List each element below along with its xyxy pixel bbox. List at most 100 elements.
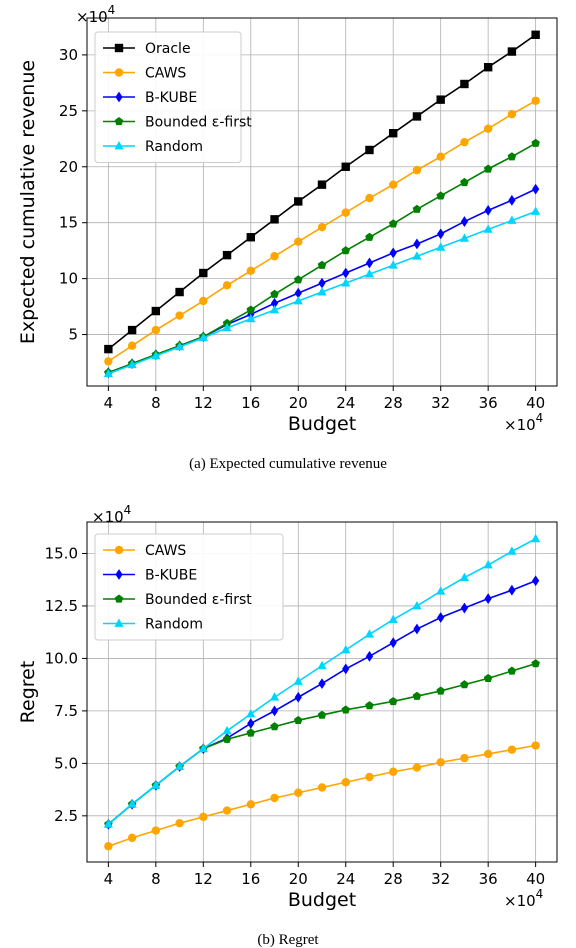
data-point xyxy=(412,600,422,610)
data-point xyxy=(269,304,280,314)
legend-label: Random xyxy=(145,139,203,155)
data-point xyxy=(270,722,279,731)
data-point xyxy=(270,289,279,298)
data-point xyxy=(412,165,422,175)
y-tick-label: 30 xyxy=(59,46,78,64)
x-axis-multiplier: ×104 xyxy=(504,887,543,910)
data-point xyxy=(269,692,280,701)
legend: Oracle CAWS B-KUBE Bounded ε-first Random xyxy=(94,31,252,163)
legend-marker xyxy=(115,91,123,103)
data-point xyxy=(151,306,161,316)
data-point xyxy=(341,778,350,787)
legend-label: Oracle xyxy=(145,41,191,57)
data-point xyxy=(342,267,350,279)
data-point xyxy=(483,224,493,233)
data-point xyxy=(151,350,161,360)
data-point xyxy=(532,183,540,195)
x-axis-label: Budget xyxy=(288,889,356,911)
legend-label: Random xyxy=(145,617,203,633)
y-tick-label: 10.0 xyxy=(45,649,78,667)
x-tick-label: 16 xyxy=(241,870,260,888)
data-point xyxy=(412,112,422,121)
data-point xyxy=(483,749,493,759)
data-point xyxy=(270,297,279,309)
data-point xyxy=(103,368,113,378)
data-point xyxy=(151,826,161,835)
data-point xyxy=(483,124,493,133)
data-point xyxy=(388,219,398,228)
y-axis-multiplier: ×104 xyxy=(76,3,115,26)
data-point xyxy=(507,47,517,56)
legend-label: Bounded ε-first xyxy=(145,592,252,608)
data-point xyxy=(412,763,422,772)
data-point xyxy=(365,650,374,662)
data-point xyxy=(127,833,137,843)
data-point xyxy=(460,79,469,89)
data-point xyxy=(507,152,517,161)
series-random xyxy=(103,206,541,378)
data-point xyxy=(389,637,397,649)
y-tick-label: 2.5 xyxy=(54,807,78,825)
data-point xyxy=(341,645,351,654)
data-point xyxy=(365,257,374,269)
data-point xyxy=(365,193,374,203)
y-axis-label: Regret xyxy=(17,661,39,724)
data-point xyxy=(436,95,445,104)
data-point xyxy=(389,129,398,138)
data-point xyxy=(412,691,422,700)
data-point xyxy=(104,842,113,851)
series-oracle xyxy=(104,30,540,354)
legend-label: Bounded ε-first xyxy=(145,115,252,131)
data-point xyxy=(293,295,303,305)
x-tick-label: 36 xyxy=(479,870,498,888)
y-tick-label: 5 xyxy=(68,326,78,344)
data-point xyxy=(531,659,540,668)
x-tick-label: 36 xyxy=(479,394,498,412)
data-point xyxy=(341,246,351,255)
series-line xyxy=(108,744,536,848)
data-point xyxy=(294,691,302,703)
y-axis-multiplier-base: ×10 xyxy=(76,8,108,26)
data-point xyxy=(389,247,397,259)
data-point xyxy=(104,344,113,354)
data-point xyxy=(222,725,232,735)
data-point xyxy=(246,305,256,314)
data-point xyxy=(341,208,350,217)
x-tick-label: 8 xyxy=(151,394,161,412)
data-point xyxy=(460,680,469,689)
data-point xyxy=(174,761,185,770)
series-line xyxy=(108,142,537,374)
x-tick-label: 20 xyxy=(289,870,308,888)
data-point xyxy=(199,812,208,822)
x-tick-label: 28 xyxy=(384,394,403,412)
data-point xyxy=(127,341,137,350)
y-tick-label: 25 xyxy=(59,102,78,120)
legend-marker xyxy=(114,545,124,555)
data-point xyxy=(317,287,327,296)
data-point xyxy=(412,204,422,213)
legend-item: B-KUBE xyxy=(103,90,197,106)
legend-marker xyxy=(114,594,124,603)
data-point xyxy=(341,162,350,171)
data-point xyxy=(484,593,492,605)
plot-frame xyxy=(86,521,558,863)
data-point xyxy=(198,743,208,753)
legend-item: CAWS xyxy=(103,543,186,559)
legend-label: B-KUBE xyxy=(145,90,197,106)
data-point xyxy=(270,215,279,224)
x-axis-multiplier-exponent: 4 xyxy=(536,887,544,901)
data-point xyxy=(318,277,326,289)
legend-item: Bounded ε-first xyxy=(103,115,252,131)
data-point xyxy=(483,673,493,682)
data-point xyxy=(531,96,540,105)
x-axis-multiplier-base: ×10 xyxy=(504,416,536,434)
data-point xyxy=(246,313,256,323)
data-point xyxy=(246,728,256,737)
data-point xyxy=(531,138,540,147)
x-tick-label: 28 xyxy=(384,870,403,888)
data-point xyxy=(483,164,493,173)
legend-marker xyxy=(114,117,124,126)
data-point xyxy=(483,560,493,569)
y-axis-multiplier: ×104 xyxy=(92,503,131,526)
data-point xyxy=(174,341,185,351)
